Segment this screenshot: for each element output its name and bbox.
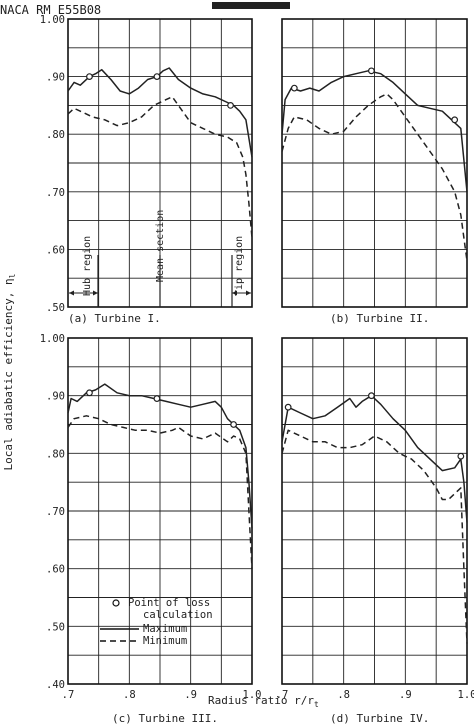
legend-marker-icon: [112, 599, 120, 607]
region-arrow-head: [246, 290, 251, 296]
caption-c: (c) Turbine III.: [112, 712, 218, 725]
y-tick-label: .50: [46, 621, 65, 633]
svg-text:Local adiabatic efficiency, ηl: Local adiabatic efficiency, ηl: [2, 273, 17, 470]
loss-point-marker: [451, 116, 459, 124]
legend: Point of loss calculation Maximum Minimu…: [100, 597, 213, 647]
region-arrow-head: [232, 290, 237, 296]
x-tick-label: .8: [337, 689, 350, 701]
y-tick-label: .50: [46, 302, 65, 314]
y-tick-label: .60: [46, 564, 65, 576]
loss-point-marker: [86, 73, 93, 80]
legend-loss-label-2: calculation: [143, 609, 213, 621]
x-tick-label: .7: [62, 689, 75, 701]
plot-frame: [67, 337, 253, 685]
loss-point-marker: [153, 395, 161, 402]
mean-section-label: Mean section: [155, 210, 166, 282]
loss-point-marker: [457, 452, 465, 460]
caption-a: (a) Turbine I.: [68, 312, 161, 325]
y-axis-label-sub: l: [8, 273, 17, 278]
x-tick-label: 1.0: [243, 689, 262, 701]
region-markers: Hub region Mean section Tip region: [69, 210, 251, 307]
x-axis-label-sub: t: [314, 700, 319, 709]
loss-point-marker: [227, 101, 234, 109]
loss-point-marker: [368, 392, 375, 400]
gridlines: [282, 338, 467, 684]
tip-region-label: Tip region: [234, 236, 245, 296]
x-tick-label: .8: [123, 689, 136, 701]
x-tick-label: .9: [184, 689, 197, 701]
series-minimum-line: [281, 93, 468, 262]
x-tick-label: 1.0: [458, 689, 474, 701]
y-tick-label: .80: [46, 448, 65, 460]
plot-frame: [281, 337, 468, 685]
caption-d: (d) Turbine IV.: [330, 712, 429, 725]
series-minimum-line: [67, 96, 253, 238]
loss-point-marker: [368, 67, 375, 75]
redaction-stamp: [212, 2, 290, 9]
legend-loss-label-1: Point of loss: [128, 597, 210, 609]
panel-a: .50 .60 .70 .80 .90 1.00: [40, 14, 253, 314]
loss-point-marker: [284, 403, 292, 411]
panel-b: [281, 18, 468, 308]
y-tick-label: 1.00: [40, 14, 65, 26]
y-axis-label: Local adiabatic efficiency, ηl: [2, 273, 17, 470]
y-tick-label: .70: [46, 506, 65, 518]
x-axis-label: Radius ratio r/rt: [208, 694, 319, 709]
y-tick-label: .40: [46, 679, 65, 691]
panel-d: .7 .8 .9 1.0: [276, 337, 474, 701]
legend-maximum-label: Maximum: [143, 623, 187, 635]
loss-point-marker: [290, 84, 298, 92]
y-tick-label: .80: [46, 129, 65, 141]
y-tick-label: .60: [46, 244, 65, 256]
y-tick-label: .90: [46, 72, 65, 84]
region-arrow-head: [93, 290, 98, 296]
legend-minimum-label: Minimum: [143, 635, 187, 647]
x-axis-label-text: Radius ratio r/r: [208, 694, 314, 707]
y-tick-label: 1.00: [40, 333, 65, 345]
report-id: NACA RM E55B08: [0, 3, 101, 17]
series-minimum-line: [281, 429, 468, 644]
gridlines: [68, 338, 252, 684]
series-maximum-line: [281, 394, 468, 523]
y-tick-label: .70: [46, 187, 65, 199]
series-minimum-line: [67, 415, 253, 569]
loss-point-marker: [153, 73, 161, 80]
y-tick-label: .90: [46, 391, 65, 403]
loss-point-marker: [230, 421, 238, 428]
x-tick-label: .9: [399, 689, 412, 701]
loss-point-marker: [86, 389, 93, 397]
hub-region-label: Hub region: [82, 236, 93, 296]
caption-b: (b) Turbine II.: [330, 312, 429, 325]
panel-c: .40 .50 .60 .70 .80 .90 1.00 .7 .8 .9 1.0: [40, 333, 262, 701]
plot-frame: [281, 18, 468, 308]
region-arrow-head: [69, 290, 74, 296]
gridlines: [282, 19, 467, 307]
x-tick-label: .7: [276, 689, 289, 701]
y-axis-label-text: Local adiabatic efficiency, η: [2, 278, 15, 470]
